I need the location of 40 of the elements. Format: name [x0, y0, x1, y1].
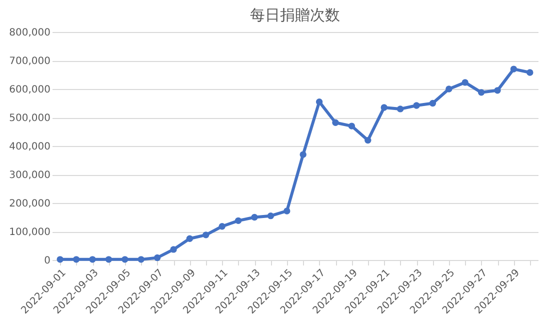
point: [300, 151, 306, 158]
y-tick-label: 300,000: [9, 170, 50, 181]
point: [154, 254, 161, 262]
point: [413, 102, 420, 109]
point: [396, 106, 404, 112]
point: [316, 98, 323, 106]
point: [380, 104, 388, 111]
point: [526, 69, 534, 76]
point: [478, 89, 485, 96]
point: [462, 79, 468, 86]
point: [348, 122, 356, 130]
point: [186, 235, 194, 242]
point: [56, 256, 64, 263]
y-tick-label: 200,000: [9, 198, 50, 210]
point: [89, 256, 96, 263]
point: [429, 100, 436, 107]
point: [251, 214, 258, 221]
point: [446, 86, 452, 92]
point: [105, 256, 112, 263]
point: [364, 136, 372, 144]
point: [234, 217, 242, 224]
y-tick-label: 500,000: [9, 113, 50, 124]
y-tick-label: 600,000: [9, 84, 50, 96]
point: [510, 66, 518, 72]
y-tick-label: 400,000: [9, 142, 50, 152]
y-tick-label: 700,000: [9, 56, 50, 67]
point: [284, 208, 290, 214]
chart-title: 每日捐贈次数: [250, 6, 340, 24]
y-tick-label: 0: [44, 256, 50, 266]
point: [332, 119, 339, 126]
y-tick-label: 800,000: [9, 28, 50, 38]
point: [494, 87, 501, 94]
point: [170, 246, 177, 253]
point: [72, 256, 80, 263]
point: [202, 232, 210, 238]
point: [267, 212, 274, 220]
point: [122, 256, 128, 263]
y-tick-label: 100,000: [9, 227, 50, 238]
point: [218, 223, 226, 230]
point: [138, 256, 144, 263]
